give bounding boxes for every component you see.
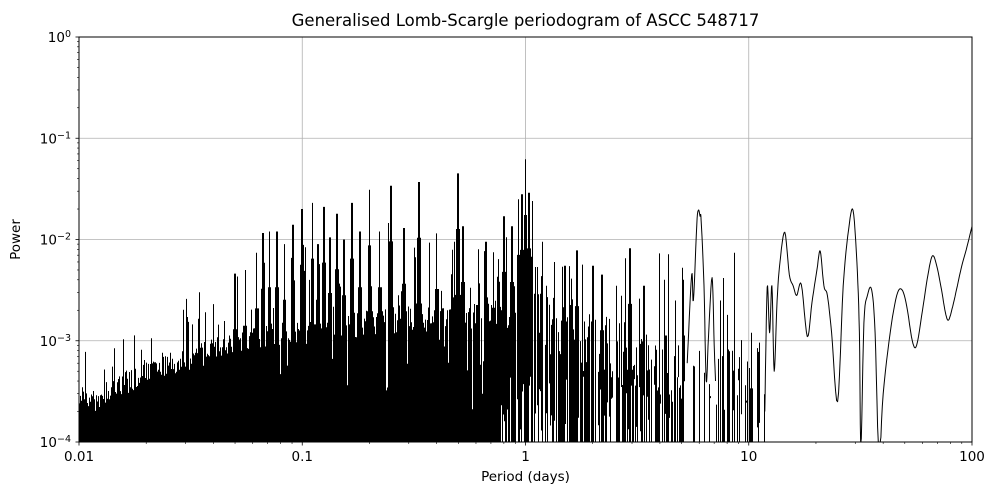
- y-tick-label: 10−3: [40, 333, 71, 350]
- x-tick-labels: 0.01 0.1 1 10 100: [64, 449, 985, 465]
- periodogram-series: [79, 159, 973, 443]
- axis-ticks: [75, 36, 973, 446]
- x-tick-label: 0.01: [64, 449, 94, 465]
- y-tick-label: 100: [48, 29, 71, 46]
- x-tick-label: 1: [521, 449, 530, 465]
- y-axis-label: Power: [8, 219, 24, 260]
- x-axis-label: Period (days): [481, 469, 570, 485]
- x-tick-label: 0.1: [292, 449, 313, 465]
- y-tick-label: 10−2: [40, 232, 71, 249]
- chart-title: Generalised Lomb-Scargle periodogram of …: [292, 11, 760, 30]
- x-tick-label: 100: [959, 449, 985, 465]
- y-tick-label: 10−1: [40, 130, 71, 147]
- x-tick-label: 10: [740, 449, 757, 465]
